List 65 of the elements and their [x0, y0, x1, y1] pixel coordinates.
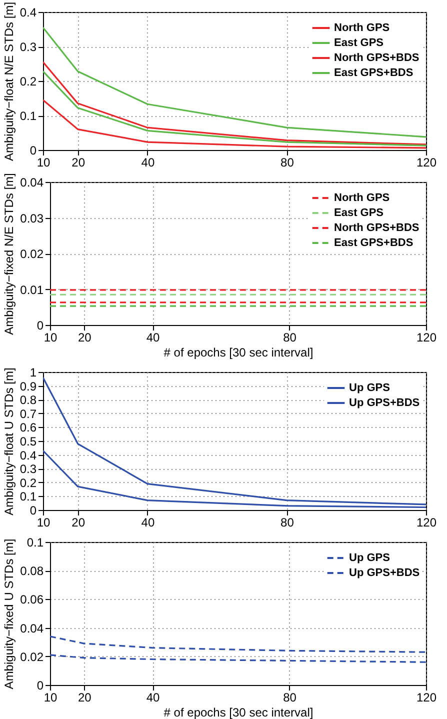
x-tick-label: 80	[283, 690, 297, 704]
y-tick-label: 0.2	[20, 74, 37, 88]
legend-label: Up GPS+BDS	[349, 567, 420, 579]
x-tick-label: 20	[72, 156, 86, 170]
x-axis-title: # of epochs [30 sec interval]	[164, 346, 314, 360]
x-tick-label: 120	[416, 330, 437, 344]
x-tick-label: 40	[146, 690, 160, 704]
x-tick-label: 10	[36, 516, 50, 530]
y-tick-label: 0	[30, 504, 37, 518]
y-tick-label: 0.3	[20, 40, 37, 54]
y-tick-label: 0	[36, 678, 44, 692]
y-axis-title: Ambiguity−fixed U STDs [m]	[2, 538, 16, 690]
legend-label: Up GPS	[349, 382, 390, 394]
x-tick-label: 120	[416, 516, 437, 530]
x-tick-label: 80	[280, 156, 294, 170]
y-tick-label: 0.04	[20, 621, 44, 636]
y-tick-label: 0.4	[20, 448, 37, 462]
y-axis-title: Ambiguity−float U STDs [m]	[2, 368, 16, 516]
x-tick-label: 10	[36, 156, 50, 170]
x-tick-label: 40	[141, 516, 155, 530]
x-tick-label: 20	[78, 690, 92, 704]
y-tick-label: 0.03	[20, 211, 44, 226]
y-tick-label: 0.8	[20, 393, 37, 408]
y-tick-label: 0.1	[20, 109, 37, 123]
y-tick-label: 0.7	[20, 406, 37, 421]
y-tick-label: 0.2	[20, 476, 37, 490]
y-tick-label: 0	[36, 318, 44, 332]
x-tick-label: 40	[141, 156, 155, 170]
y-tick-label: 0.1	[26, 536, 44, 550]
y-tick-label: 1	[30, 366, 37, 380]
x-tick-label: 120	[416, 156, 437, 170]
x-tick-label: 10	[44, 690, 58, 704]
y-tick-label: 0.6	[20, 420, 37, 435]
y-tick-label: 0.06	[20, 592, 44, 607]
y-axis-title: Ambiguity−fixed N/E STDs [m]	[2, 173, 16, 335]
x-tick-label: 20	[72, 516, 86, 530]
legend-label: East GPS	[334, 37, 384, 49]
x-tick-label: 120	[416, 690, 437, 704]
x-tick-label: 80	[283, 330, 297, 344]
y-tick-label: 0.4	[20, 6, 37, 20]
y-tick-label: 0.08	[20, 564, 44, 578]
legend-label: North GPS	[334, 22, 390, 34]
y-tick-label: 0.02	[20, 650, 44, 664]
legend-label: East GPS	[334, 207, 384, 219]
x-axis-title: # of epochs [30 sec interval]	[164, 706, 314, 719]
y-axis-title: Ambiguity−float N/E STDs [m]	[2, 2, 16, 162]
legend-label: East GPS+BDS	[334, 237, 414, 249]
legend-label: North GPS+BDS	[334, 52, 420, 64]
y-tick-label: 0.01	[20, 282, 44, 297]
y-tick-label: 0.02	[20, 247, 44, 261]
y-tick-label: 0.1	[20, 490, 37, 504]
y-tick-label: 0.3	[20, 462, 37, 476]
legend-label: Up GPS+BDS	[349, 397, 420, 409]
y-tick-label: 0	[30, 144, 37, 158]
x-tick-label: 40	[146, 330, 160, 344]
legend-label: North GPS+BDS	[334, 222, 420, 234]
y-tick-label: 0.9	[20, 379, 37, 394]
x-tick-label: 20	[78, 330, 92, 344]
x-tick-label: 10	[44, 330, 58, 344]
y-tick-label: 0.04	[20, 176, 44, 190]
legend-label: East GPS+BDS	[334, 67, 414, 79]
y-tick-label: 0.5	[20, 434, 37, 448]
legend-label: North GPS	[334, 192, 390, 204]
x-tick-label: 80	[280, 516, 294, 530]
legend-label: Up GPS	[349, 552, 390, 564]
